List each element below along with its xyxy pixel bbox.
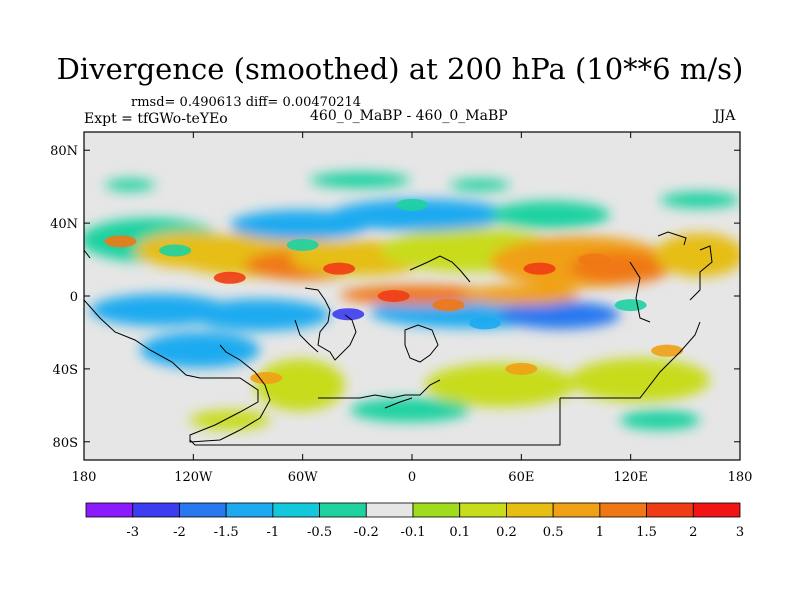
colorbar-swatch — [692, 502, 741, 518]
comparison-label: 460_0_MaBP - 460_0_MaBP — [310, 108, 508, 124]
colorbar-swatch — [506, 502, 554, 518]
stats-label: rmsd= 0.490613 diff= 0.00470214 — [131, 95, 362, 110]
divergence-field — [84, 172, 740, 430]
y-axis: 80N 40N 0 40S 80S — [50, 144, 740, 451]
continent-outlines — [84, 231, 713, 446]
colorbar-label: 0.1 — [449, 525, 470, 540]
colorbar-swatch — [179, 502, 227, 518]
colorbar-label: -0.1 — [400, 525, 425, 540]
colorbar-label: 1 — [596, 525, 604, 540]
y-tick-label: 40N — [50, 217, 78, 232]
x-tick-label: 180 — [728, 470, 753, 485]
colorbar-swatch — [365, 502, 414, 518]
x-axis: 180 120W 60W 0 60E 120E 180 — [72, 132, 753, 485]
x-tick-label: 60E — [508, 470, 534, 485]
anomaly-cell — [614, 299, 647, 312]
colorbar-swatch — [552, 502, 601, 518]
colorbar-swatch — [132, 502, 180, 518]
colorbar-swatch — [225, 502, 274, 518]
colorbar-label: -2 — [173, 525, 186, 540]
season-label: JJA — [714, 108, 736, 124]
anomaly-cell — [396, 198, 428, 211]
anomaly-cell — [578, 253, 611, 266]
colorbar-swatch — [599, 502, 647, 518]
anomaly-cell — [505, 362, 538, 375]
x-tick-label: 120E — [614, 470, 648, 485]
y-tick-label: 0 — [70, 290, 78, 305]
colorbar-swatch — [459, 502, 507, 518]
x-tick-label: 180 — [72, 470, 97, 485]
x-tick-label: 60W — [288, 470, 319, 485]
x-tick-label: 0 — [408, 470, 416, 485]
colorbar-label: -1.5 — [214, 525, 239, 540]
y-tick-label: 40S — [53, 363, 78, 378]
colorbar-label: 3 — [736, 525, 744, 540]
anomaly-cell — [468, 317, 501, 330]
colorbar-label: -0.5 — [307, 525, 332, 540]
colorbar-label: 0.5 — [543, 525, 564, 540]
colorbar: -3 -2 -1.5 -1 -0.5 -0.2 -0.1 0.1 0.2 0.5 1 1.5 2 3 — [85, 502, 744, 540]
anomaly-cell — [159, 244, 192, 257]
anomaly-cell — [213, 271, 246, 284]
anomaly-cell — [651, 344, 684, 357]
chart-title: Divergence (smoothed) at 200 hPa (10**6 … — [56, 52, 744, 86]
colorbar-label: -1 — [267, 525, 280, 540]
anomaly-cell — [377, 290, 410, 302]
anomaly-cell — [104, 235, 137, 248]
anomaly-cell — [323, 262, 356, 275]
y-tick-label: 80N — [50, 144, 78, 159]
anomaly-cell — [286, 238, 319, 251]
colorbar-swatch — [272, 502, 320, 518]
anomaly-cell — [432, 299, 465, 312]
anomaly-cell — [122, 372, 155, 384]
colorbar-label: -0.2 — [354, 525, 379, 540]
colorbar-label: 2 — [689, 525, 697, 540]
anomaly-cell — [332, 308, 365, 321]
colorbar-swatch — [319, 502, 367, 518]
colorbar-label: 1.5 — [636, 525, 657, 540]
colorbar-label: -3 — [126, 525, 139, 540]
anomaly-cell — [523, 262, 556, 275]
colorbar-swatch — [85, 502, 134, 518]
colorbar-swatch — [412, 502, 461, 518]
colorbar-label: 0.2 — [496, 525, 517, 540]
x-tick-label: 120W — [174, 470, 213, 485]
colorbar-swatch — [646, 502, 694, 518]
y-tick-label: 80S — [53, 436, 78, 451]
anomaly-cell — [250, 372, 283, 384]
experiment-label: Expt = tfGWo-teYEo — [84, 111, 228, 127]
